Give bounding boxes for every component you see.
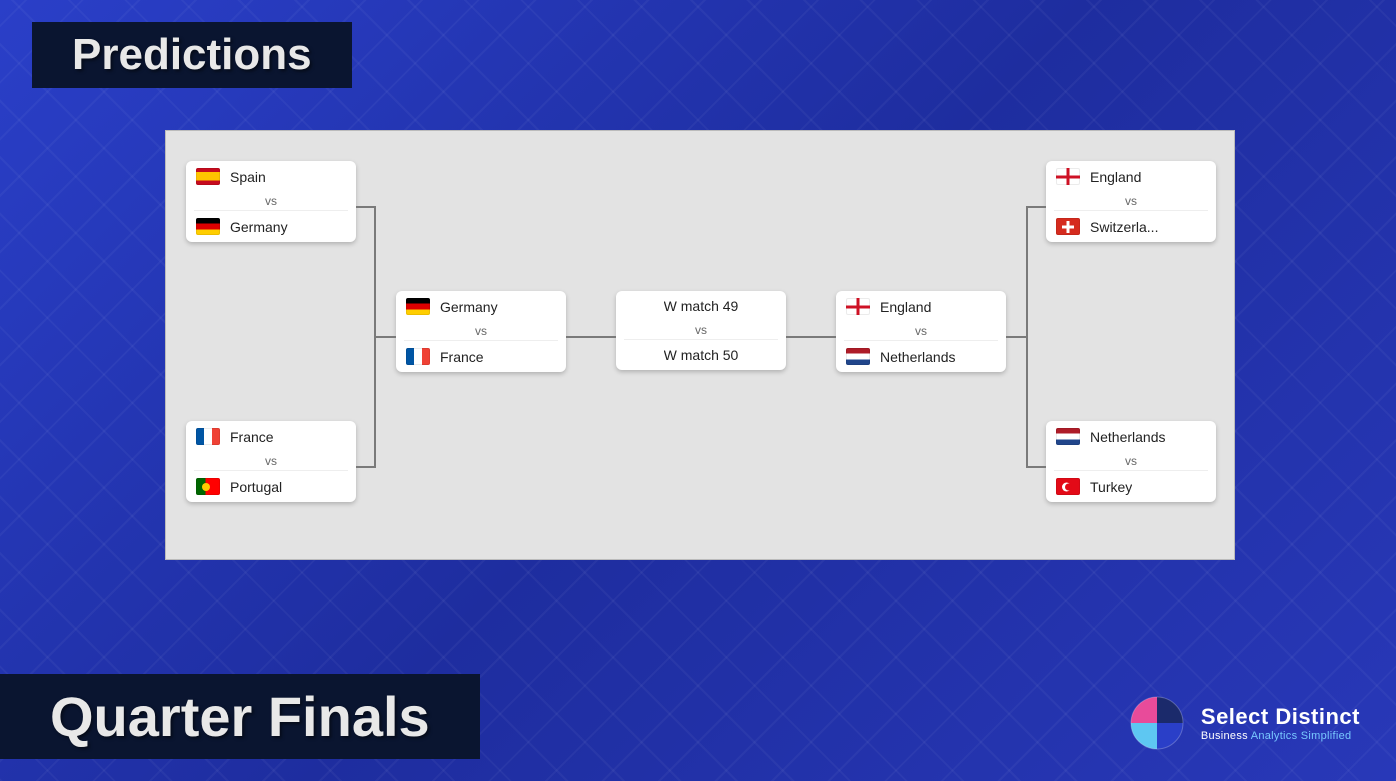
flag-netherlands-icon	[846, 348, 870, 365]
flag-england-icon	[1056, 168, 1080, 185]
team-name: Netherlands	[880, 349, 956, 365]
vs-label: vs	[186, 452, 356, 470]
brand-tagline: Business Analytics Simplified	[1201, 730, 1360, 742]
match-sf1: Germany vs France	[396, 291, 566, 372]
team-name: Switzerla...	[1090, 219, 1158, 235]
bracket-connector	[356, 206, 376, 208]
brand-logo-mark-icon	[1127, 693, 1187, 753]
match-qf1-team2: Germany	[186, 211, 356, 242]
vs-label: vs	[186, 192, 356, 210]
brand-tagline-accent: Analytics Simplified	[1251, 730, 1352, 742]
brand-name: Select Distinct	[1201, 704, 1360, 730]
team-name: Portugal	[230, 479, 282, 495]
team-name: England	[880, 299, 931, 315]
flag-germany-icon	[406, 298, 430, 315]
brand-tagline-plain: Business	[1201, 730, 1251, 742]
vs-label: vs	[396, 322, 566, 340]
flag-netherlands-icon	[1056, 428, 1080, 445]
title-quarter-finals: Quarter Finals	[0, 674, 480, 759]
match-qf2-team2: Portugal	[186, 471, 356, 502]
flag-turkey-icon	[1056, 478, 1080, 495]
flag-france-icon	[406, 348, 430, 365]
match-qf4-team1: Netherlands	[1046, 421, 1216, 452]
match-sf2-team2: Netherlands	[836, 341, 1006, 372]
bracket-connector	[566, 336, 616, 338]
match-qf3-team2: Switzerla...	[1046, 211, 1216, 242]
vs-label: vs	[836, 322, 1006, 340]
match-sf2-team1: England	[836, 291, 1006, 322]
team-name: France	[230, 429, 274, 445]
bracket-connector	[374, 336, 396, 338]
bracket-connector	[1006, 336, 1028, 338]
match-sf1-team1: Germany	[396, 291, 566, 322]
bracket-connector	[1026, 206, 1046, 208]
brand-logo: Select Distinct Business Analytics Simpl…	[1127, 693, 1360, 753]
vs-label: vs	[616, 321, 786, 339]
match-qf4-team2: Turkey	[1046, 471, 1216, 502]
match-final: W match 49 vs W match 50	[616, 291, 786, 370]
flag-france-icon	[196, 428, 220, 445]
team-name: W match 50	[664, 347, 739, 363]
team-name: W match 49	[664, 298, 739, 314]
flag-switzerland-icon	[1056, 218, 1080, 235]
brand-logo-text: Select Distinct Business Analytics Simpl…	[1201, 704, 1360, 742]
match-qf1-team1: Spain	[186, 161, 356, 192]
vs-label: vs	[1046, 452, 1216, 470]
match-qf4: Netherlands vs Turkey	[1046, 421, 1216, 502]
match-final-team1: W match 49	[616, 291, 786, 321]
bracket-connector	[356, 466, 376, 468]
match-qf2-team1: France	[186, 421, 356, 452]
match-sf1-team2: France	[396, 341, 566, 372]
match-final-team2: W match 50	[616, 340, 786, 370]
match-qf2: France vs Portugal	[186, 421, 356, 502]
flag-germany-icon	[196, 218, 220, 235]
match-sf2: England vs Netherlands	[836, 291, 1006, 372]
team-name: Germany	[440, 299, 498, 315]
match-qf1: Spain vs Germany	[186, 161, 356, 242]
team-name: Netherlands	[1090, 429, 1166, 445]
match-qf3: England vs Switzerla...	[1046, 161, 1216, 242]
flag-portugal-icon	[196, 478, 220, 495]
team-name: Germany	[230, 219, 288, 235]
bracket-panel: Spain vs Germany France vs Portugal Germ…	[165, 130, 1235, 560]
bracket-connector	[1026, 466, 1046, 468]
flag-spain-icon	[196, 168, 220, 185]
team-name: France	[440, 349, 484, 365]
title-predictions: Predictions	[32, 22, 352, 88]
match-qf3-team1: England	[1046, 161, 1216, 192]
team-name: Turkey	[1090, 479, 1132, 495]
team-name: England	[1090, 169, 1141, 185]
flag-england-icon	[846, 298, 870, 315]
bracket-connector	[786, 336, 836, 338]
vs-label: vs	[1046, 192, 1216, 210]
team-name: Spain	[230, 169, 266, 185]
